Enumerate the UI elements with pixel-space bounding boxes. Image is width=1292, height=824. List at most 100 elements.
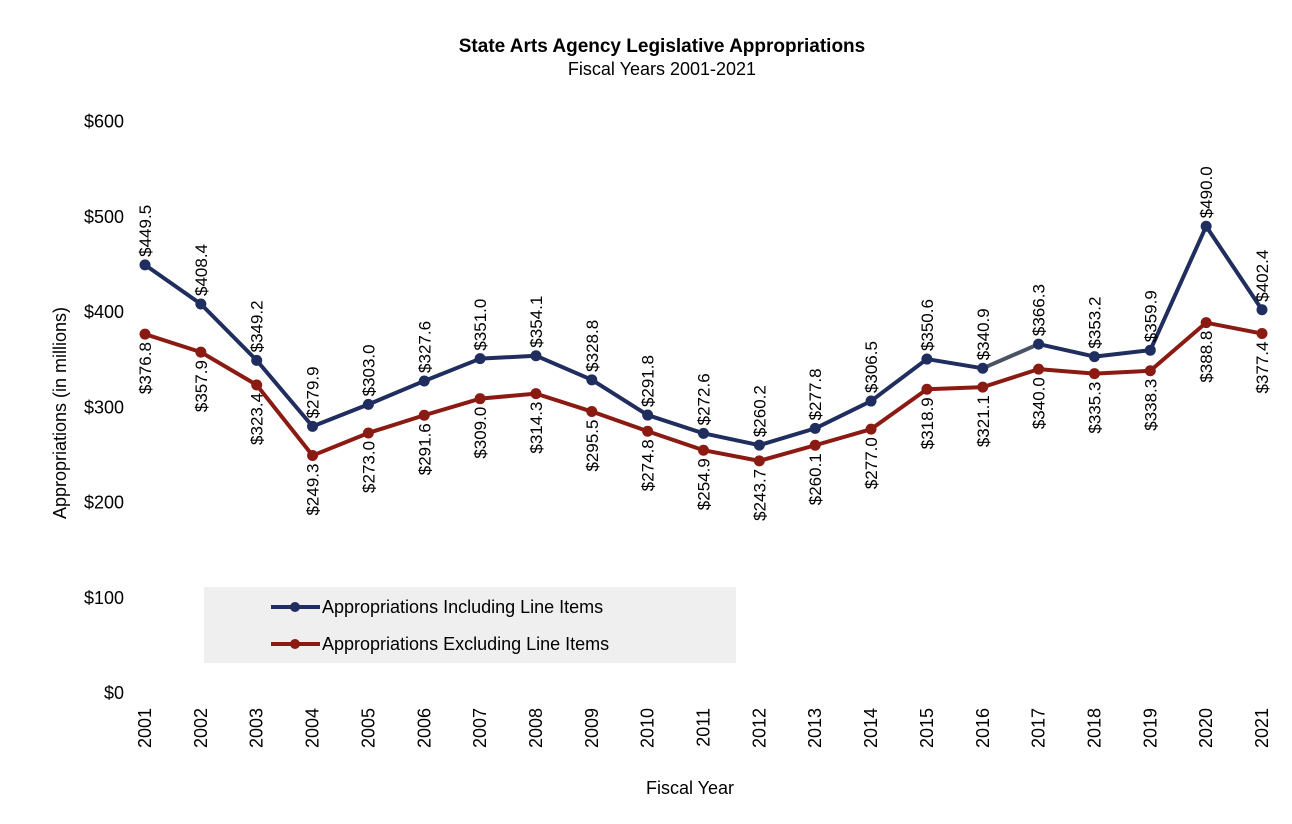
data-label: $357.9	[192, 360, 211, 412]
data-point	[474, 353, 486, 365]
data-point	[865, 395, 877, 407]
data-point	[586, 374, 598, 386]
data-point	[362, 427, 374, 439]
y-tick-label: $0	[104, 683, 124, 703]
data-label: $402.4	[1253, 250, 1272, 302]
x-tick-label: 2007	[470, 708, 490, 748]
series-line-segment	[757, 443, 818, 463]
y-tick-label: $200	[84, 493, 124, 513]
series-line-segment	[980, 342, 1041, 371]
data-point	[1144, 365, 1156, 377]
legend-box	[204, 587, 736, 663]
series-line-segment	[1092, 348, 1153, 359]
y-axis-ticks: $0 $100 $200 $300 $400 $500 $600	[84, 112, 124, 704]
series-2	[139, 317, 1268, 467]
x-tick-label: 2018	[1084, 708, 1104, 748]
x-tick-label: 2012	[749, 708, 769, 748]
data-labels-layer: $449.5 $408.4 $349.2 $279.9 $303.0 $327.6 $351…	[136, 166, 1272, 521]
data-label: $243.7	[750, 469, 769, 521]
data-label: $349.2	[248, 300, 267, 352]
series-line-segment	[143, 262, 203, 306]
series-line-segment	[869, 387, 929, 432]
data-label: $366.3	[1030, 284, 1049, 336]
series-line-segment	[254, 382, 315, 458]
data-label: $272.6	[695, 373, 714, 425]
data-label: $277.8	[806, 368, 825, 420]
data-point	[139, 328, 151, 340]
legend: Appropriations Including Line Items Appro…	[204, 587, 736, 663]
data-label: $340.9	[974, 308, 993, 360]
data-point	[921, 353, 933, 365]
chart-subtitle: Fiscal Years 2001-2021	[568, 59, 756, 79]
data-label: $353.2	[1085, 297, 1104, 349]
series-line-segment	[1148, 320, 1209, 373]
series-line-segment	[422, 356, 483, 383]
data-point	[195, 298, 207, 310]
series-line-segment	[1148, 224, 1209, 353]
data-label: $303.0	[359, 344, 378, 396]
x-tick-label: 2016	[973, 708, 993, 748]
data-label: $376.8	[136, 342, 155, 394]
series-line-segment	[701, 448, 762, 463]
data-point	[307, 450, 319, 462]
data-point	[977, 381, 989, 393]
data-label: $260.1	[806, 453, 825, 505]
data-point	[195, 346, 207, 358]
series-line-segment	[645, 429, 706, 453]
series-line-segment	[254, 358, 315, 429]
data-label: $295.5	[583, 420, 602, 472]
data-label: $335.3	[1085, 382, 1104, 434]
x-tick-label: 2009	[582, 708, 602, 748]
x-tick-label: 2006	[414, 708, 434, 748]
series-line-segment	[478, 353, 538, 361]
data-label: $306.5	[862, 341, 881, 393]
data-label: $279.9	[304, 366, 323, 418]
data-label: $338.3	[1141, 379, 1160, 431]
series-line-segment	[1036, 342, 1097, 359]
x-tick-label: 2001	[135, 708, 155, 748]
x-tick-label: 2017	[1029, 708, 1049, 748]
series-line-segment	[589, 409, 650, 434]
data-point	[753, 455, 765, 467]
data-point	[642, 409, 654, 421]
series-line-segment	[589, 377, 650, 418]
data-point	[1033, 338, 1045, 350]
data-label: $291.6	[415, 423, 434, 475]
data-label: $314.3	[527, 402, 546, 454]
x-tick-label: 2013	[805, 708, 825, 748]
data-point	[642, 425, 654, 437]
data-label: $327.6	[415, 321, 434, 373]
series-line-segment	[645, 413, 706, 436]
series-line-segment	[143, 332, 203, 355]
data-label: $340.0	[1030, 377, 1049, 429]
data-point	[530, 388, 542, 400]
data-label: $388.8	[1197, 331, 1216, 383]
y-tick-label: $600	[84, 112, 124, 132]
data-label: $273.0	[359, 441, 378, 493]
data-point	[698, 444, 709, 456]
x-tick-label: 2008	[526, 708, 546, 748]
data-label: $309.0	[471, 407, 490, 459]
data-label: $254.9	[695, 458, 714, 510]
x-tick-label: 2003	[247, 708, 267, 748]
series-line-segment	[533, 391, 594, 414]
series-line-segment	[980, 367, 1041, 390]
data-label: $323.4	[248, 393, 267, 445]
data-point	[1200, 317, 1212, 329]
data-label: $359.9	[1141, 290, 1160, 342]
data-point	[474, 393, 486, 405]
data-label: $274.8	[639, 439, 658, 491]
data-point	[251, 354, 263, 366]
series-1	[139, 220, 1268, 451]
y-axis-title: Appropriations (in millions)	[50, 307, 70, 519]
data-point	[586, 406, 598, 418]
data-label: $321.1	[974, 395, 993, 447]
series-line-segment	[1036, 367, 1097, 376]
series-line-segment	[478, 391, 538, 401]
series-line-segment	[813, 399, 874, 431]
legend-marker	[290, 602, 300, 612]
series-line-segment	[310, 430, 371, 458]
y-tick-label: $500	[84, 207, 124, 227]
data-label: $350.6	[918, 299, 937, 351]
